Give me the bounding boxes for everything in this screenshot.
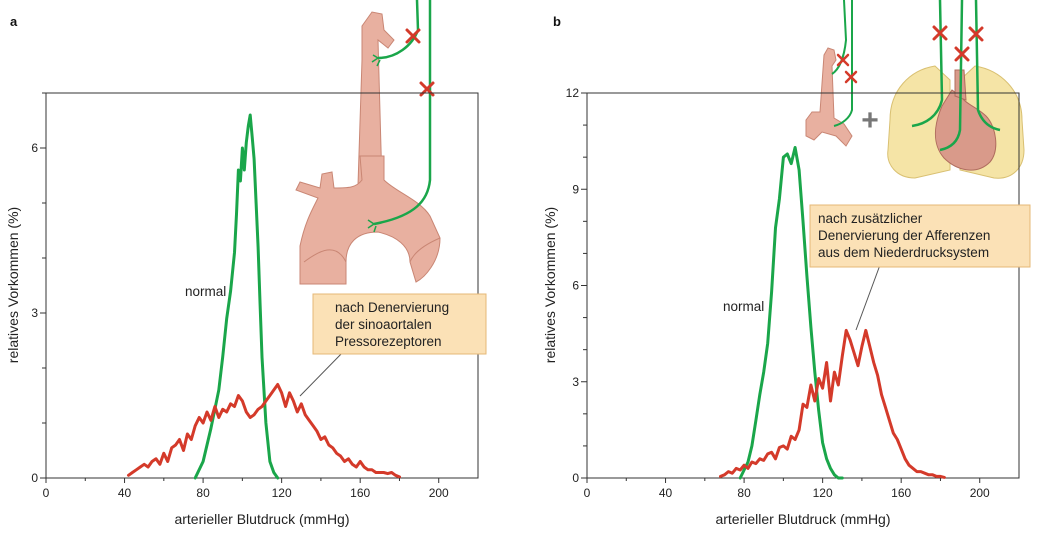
aorta-with-carotid-illustration [295,0,441,285]
nerve-cut-x-icon [836,53,858,84]
callout-b-line2: Denervierung der Afferenzen [818,228,990,243]
x-tick-label-a: 200 [429,486,449,500]
plus-icon: + [861,104,879,137]
panel-b-tag: b [553,14,561,29]
callout-a-line2: der sinoaortalen [335,317,432,332]
x-tick-label-b: 0 [584,486,591,500]
x-tick-label-a: 80 [196,486,210,500]
x-tick-label-b: 120 [813,486,833,500]
y-axis-label-a: relatives Vorkommen (%) [5,207,21,363]
callout-b-line3: aus dem Niederdrucksystem [818,245,989,260]
callout-a: nach Denervierung der sinoaortalen Press… [299,293,487,397]
panel-a-tag: a [10,14,18,29]
x-tick-label-b: 200 [970,486,990,500]
nerve-cut-x-icon [932,25,984,62]
x-axis-label-a: arterieller Blutdruck (mmHg) [174,511,349,527]
plot-area-a [45,92,479,479]
y-tick-label-a: 0 [31,471,38,485]
denervated-series-line-b [719,328,946,479]
callout-b-line1: nach zusätzlicher [818,211,923,226]
y-tick-label-b: 12 [566,86,580,100]
normal-label-b: normal [723,299,764,314]
x-tick-label-b: 80 [737,486,751,500]
normal-series-line-a [193,113,280,480]
denervated-series-line-a [127,383,401,479]
y-tick-label-b: 3 [572,375,579,389]
x-tick-label-a: 0 [43,486,50,500]
y-tick-label-a: 6 [31,141,38,155]
ticks-a: 0 40 80 120 160 200 0 3 6 [31,92,449,500]
normal-series-line-b [738,146,844,480]
series-group-a [127,113,401,480]
callout-a-line3: Pressorezeptoren [335,334,442,349]
x-tick-label-b: 40 [659,486,673,500]
y-tick-label-a: 3 [31,306,38,320]
x-axis-label-b: arterieller Blutdruck (mmHg) [715,511,890,527]
y-axis-label-b: relatives Vorkommen (%) [542,207,558,363]
y-tick-label-b: 9 [572,182,579,196]
x-tick-label-b: 160 [891,486,911,500]
x-tick-label-a: 40 [118,486,132,500]
x-tick-label-a: 160 [350,486,370,500]
callout-a-line1: nach Denervierung [335,300,449,315]
ticks-b: 0 40 80 120 160 200 0 3 6 9 12 [566,86,990,500]
x-tick-label-a: 120 [272,486,292,500]
series-group-b [719,146,946,480]
y-tick-label-b: 6 [572,279,579,293]
aorta-with-carotid-illustration [805,0,858,147]
axes-frame-a [45,92,479,479]
heart-and-lungs-illustration [887,0,1025,179]
normal-label-a: normal [185,284,226,299]
panel-b: b + [542,0,1031,527]
y-tick-label-b: 0 [572,471,579,485]
callout-b: nach zusätzlicher Denervierung der Affer… [809,204,1031,331]
